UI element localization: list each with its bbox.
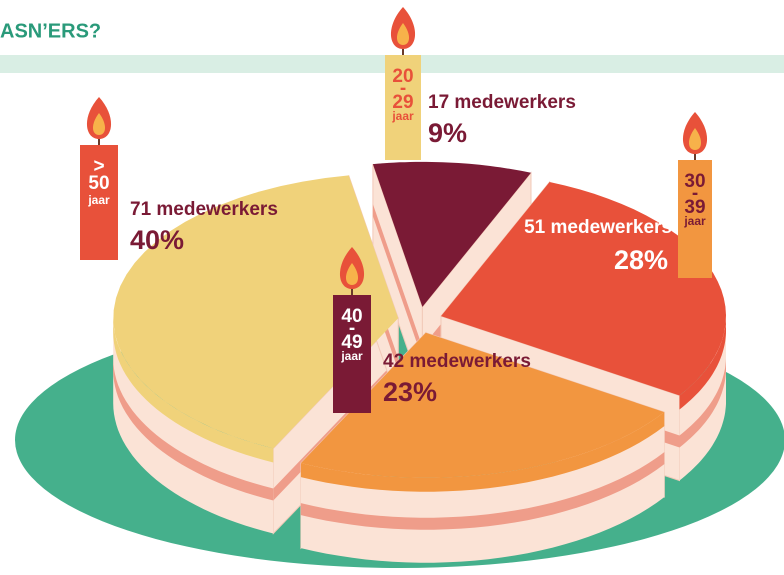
candle-label: 50 bbox=[88, 173, 109, 194]
value-label: 23% bbox=[383, 377, 437, 407]
candle-label: jaar bbox=[340, 349, 363, 363]
candle-label: jaar bbox=[87, 193, 110, 207]
value-label: 9% bbox=[428, 118, 467, 148]
count-label: 71 medewerkers bbox=[130, 199, 278, 220]
count-label: 42 medewerkers bbox=[383, 351, 531, 372]
value-label: 40% bbox=[130, 225, 184, 255]
chart-title: ASN’ERS? bbox=[0, 20, 101, 42]
value-label: 28% bbox=[614, 245, 668, 275]
candle-label: jaar bbox=[391, 109, 414, 123]
candle-label: jaar bbox=[683, 214, 706, 228]
count-label: 17 medewerkers bbox=[428, 92, 576, 113]
count-label: 51 medewerkers bbox=[524, 217, 672, 238]
chart: ASN’ERS? 20-29jaar17 medewerkers9%30-39j… bbox=[0, 0, 784, 570]
